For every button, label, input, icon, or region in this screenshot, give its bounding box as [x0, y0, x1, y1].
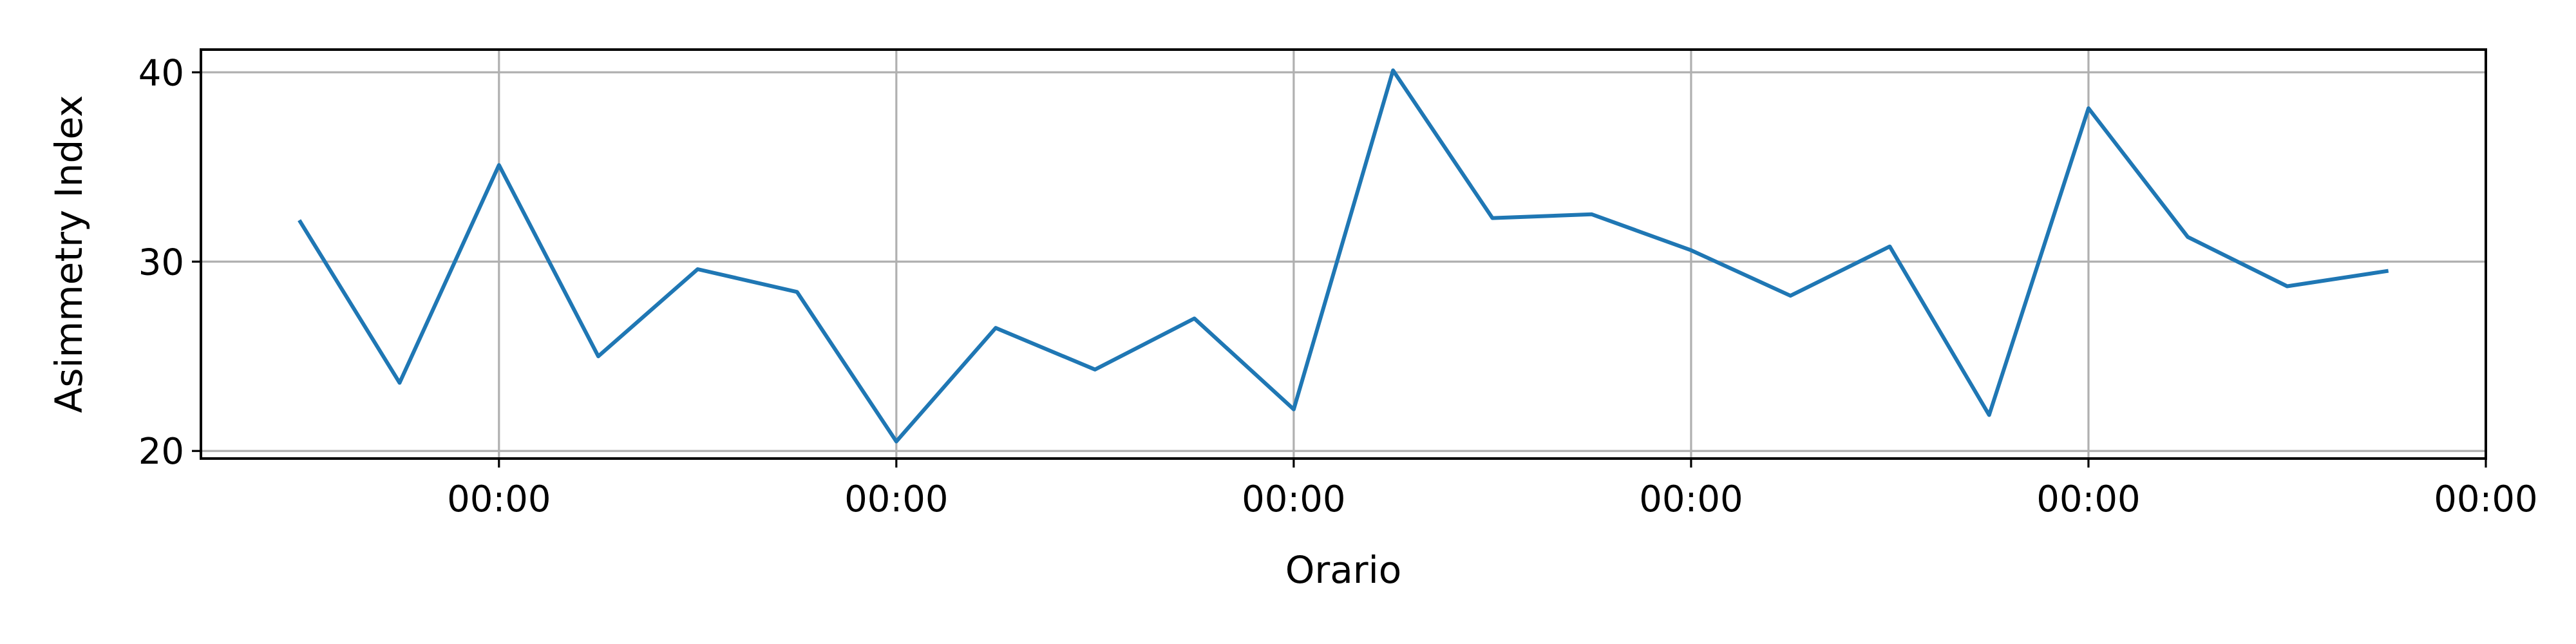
series-line	[298, 68, 2389, 444]
x-tick-label: 00:00	[2434, 478, 2537, 520]
x-tick-label: 00:00	[1242, 478, 1345, 520]
y-tick-label: 40	[138, 52, 184, 94]
series-layer	[298, 68, 2389, 444]
x-tick-label: 00:00	[1639, 478, 1743, 520]
y-tick-label: 20	[138, 431, 184, 473]
ticks: 00:00 00:00 00:00 00:00 00:00 00:00 20 30 40	[138, 52, 2538, 520]
x-axis-label: Orario	[1285, 548, 1402, 592]
plot-frame	[200, 48, 2487, 460]
y-axis-label: Asimmetry Index	[47, 95, 91, 413]
x-tick-label: 00:00	[2036, 478, 2140, 520]
x-tick-label: 00:00	[447, 478, 551, 520]
y-tick-label: 30	[138, 242, 184, 283]
x-tick-label: 00:00	[844, 478, 948, 520]
